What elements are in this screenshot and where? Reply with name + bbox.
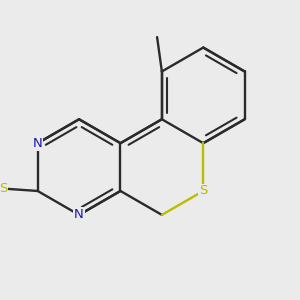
Text: S: S [0,182,8,195]
Text: S: S [199,184,207,197]
Text: N: N [33,137,43,150]
Text: N: N [74,208,84,221]
